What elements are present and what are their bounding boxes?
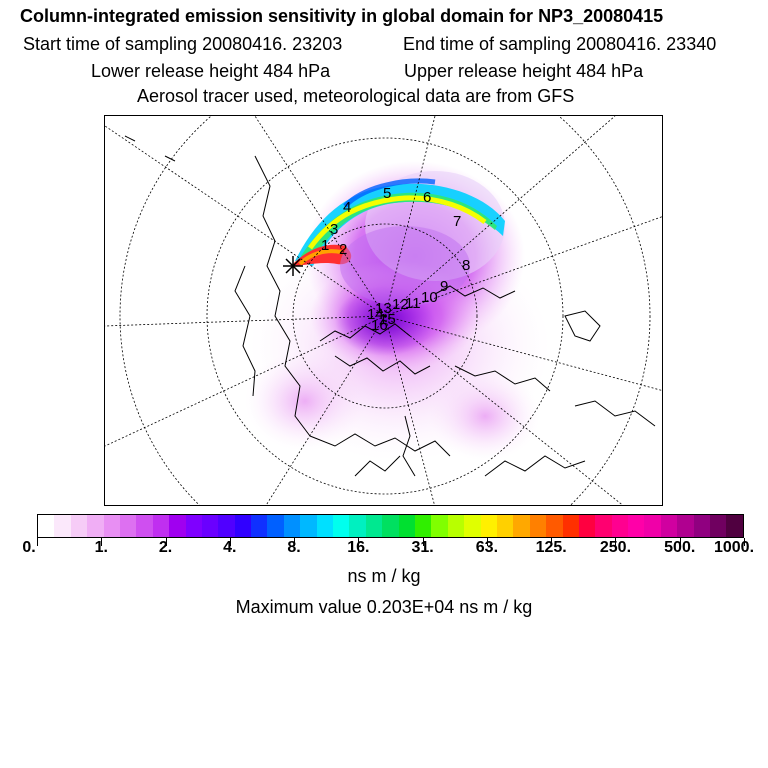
colorbar-segment <box>70 515 88 537</box>
colorbar-segment <box>562 515 579 537</box>
plot-title: Column-integrated emission sensitivity i… <box>20 6 664 26</box>
colorbar-segment <box>513 515 530 537</box>
colorbar-segment <box>333 515 350 537</box>
tracer-label: Aerosol tracer used, meteorological data… <box>137 86 575 106</box>
colorbar-tick <box>679 538 681 546</box>
colorbar-segment <box>234 515 252 537</box>
colorbar-segment <box>464 515 481 537</box>
track-label: 9 <box>440 278 448 295</box>
upper-release-label: Upper release height 484 hPa <box>404 61 644 81</box>
colorbar-segment <box>119 515 137 537</box>
colorbar-tick-label: 2. <box>158 539 173 556</box>
colorbar-tick <box>358 538 360 546</box>
colorbar-segment <box>710 515 727 537</box>
track-label: 12 <box>392 296 409 313</box>
colorbar-segment <box>365 515 383 537</box>
colorbar-segment <box>529 515 547 537</box>
track-label: 16 <box>371 317 388 334</box>
end-time-label: End time of sampling 20080416. 23340 <box>403 34 717 54</box>
colorbar-tick-label: 500. <box>664 539 696 556</box>
colorbar-tick-label: 1000. <box>713 539 755 556</box>
track-label: 14 <box>367 306 384 323</box>
colorbar-segment <box>644 515 661 537</box>
colorbar-tick <box>229 538 231 546</box>
colorbar-segment <box>398 515 415 537</box>
start-time-label: Start time of sampling 20080416. 23203 <box>23 34 343 54</box>
track-label: 6 <box>423 189 431 206</box>
colorbar-segment <box>267 515 284 537</box>
colorbar-segment <box>316 515 334 537</box>
colorbar-segment <box>218 515 235 537</box>
colorbar-segment <box>414 515 432 537</box>
track-label: 4 <box>343 199 351 216</box>
emission-sensitivity-field <box>245 161 550 461</box>
map-canvas: 1 2 3 4 5 6 7 8 9 10 11 12 13 14 15 16 <box>105 116 662 505</box>
colorbar-tick <box>486 538 488 546</box>
coastlines <box>124 135 656 477</box>
colorbar-tick <box>551 538 553 546</box>
colorbar-segment <box>283 515 301 537</box>
colorbar-segment <box>349 515 366 537</box>
trajectory-labels: 1 2 3 4 5 6 7 8 9 10 11 12 13 14 15 16 <box>321 185 470 334</box>
colorbar-tick <box>294 538 296 546</box>
polar-map: 1 2 3 4 5 6 7 8 9 10 11 12 13 14 15 16 <box>104 115 663 506</box>
colorbar-segment <box>185 515 202 537</box>
track-label: 2 <box>339 241 347 258</box>
colorbar-tick <box>101 538 103 546</box>
colorbar-tick <box>422 538 424 546</box>
colorbar-segment <box>447 515 465 537</box>
colorbar-segment <box>169 515 186 537</box>
track-label: 10 <box>421 289 438 306</box>
graticule <box>105 116 662 505</box>
colorbar-tick-label: 4. <box>223 539 237 556</box>
colorbar-tick-label: 125. <box>535 539 567 556</box>
colorbar-segment <box>726 515 743 537</box>
colorbar-segment <box>251 515 268 537</box>
colorbar-tick-label: 0. <box>22 539 36 556</box>
track-label: 3 <box>330 221 338 238</box>
colorbar-segment <box>628 515 645 537</box>
colorbar-tick-label: 16. <box>347 539 370 556</box>
colorbar-tick-label: 8. <box>287 539 301 556</box>
colorbar <box>37 514 744 538</box>
colorbar-segment <box>38 515 55 537</box>
colorbar-segment <box>54 515 71 537</box>
release-point-marker <box>283 256 303 276</box>
colorbar-tick <box>165 538 167 546</box>
colorbar-tick-label: 31. <box>411 539 434 556</box>
colorbar-segment <box>103 515 120 537</box>
track-label: 15 <box>379 311 396 328</box>
colorbar-segment <box>546 515 563 537</box>
colorbar-segment <box>480 515 497 537</box>
colorbar-segment <box>431 515 448 537</box>
colorbar-unit: ns m / kg <box>347 566 421 586</box>
colorbar-tick-label: 1. <box>94 539 108 556</box>
colorbar-segment <box>152 515 170 537</box>
track-label: 8 <box>462 257 470 274</box>
track-label: 7 <box>453 213 461 230</box>
lower-release-label: Lower release height 484 hPa <box>91 61 331 81</box>
colorbar-segment <box>611 515 629 537</box>
colorbar-segment <box>578 515 596 537</box>
colorbar-segment <box>677 515 694 537</box>
colorbar-tick <box>615 538 617 546</box>
colorbar-segment <box>382 515 399 537</box>
colorbar-segment <box>693 515 711 537</box>
track-label: 1 <box>321 237 329 254</box>
track-label: 5 <box>383 185 391 202</box>
colorbar-tick-label: 63. <box>475 539 499 556</box>
colorbar-tick-label: 250. <box>599 539 632 556</box>
colorbar-segment <box>660 515 678 537</box>
colorbar-tick <box>744 538 745 546</box>
colorbar-segment <box>595 515 612 537</box>
colorbar-segment <box>87 515 104 537</box>
colorbar-segment <box>496 515 514 537</box>
colorbar-segment <box>300 515 317 537</box>
colorbar-segment <box>201 515 219 537</box>
colorbar-segment <box>136 515 153 537</box>
colorbar-tick <box>37 538 38 546</box>
track-label: 13 <box>375 300 392 317</box>
track-label: 11 <box>405 295 421 312</box>
max-value-label: Maximum value 0.203E+04 ns m / kg <box>235 597 533 617</box>
